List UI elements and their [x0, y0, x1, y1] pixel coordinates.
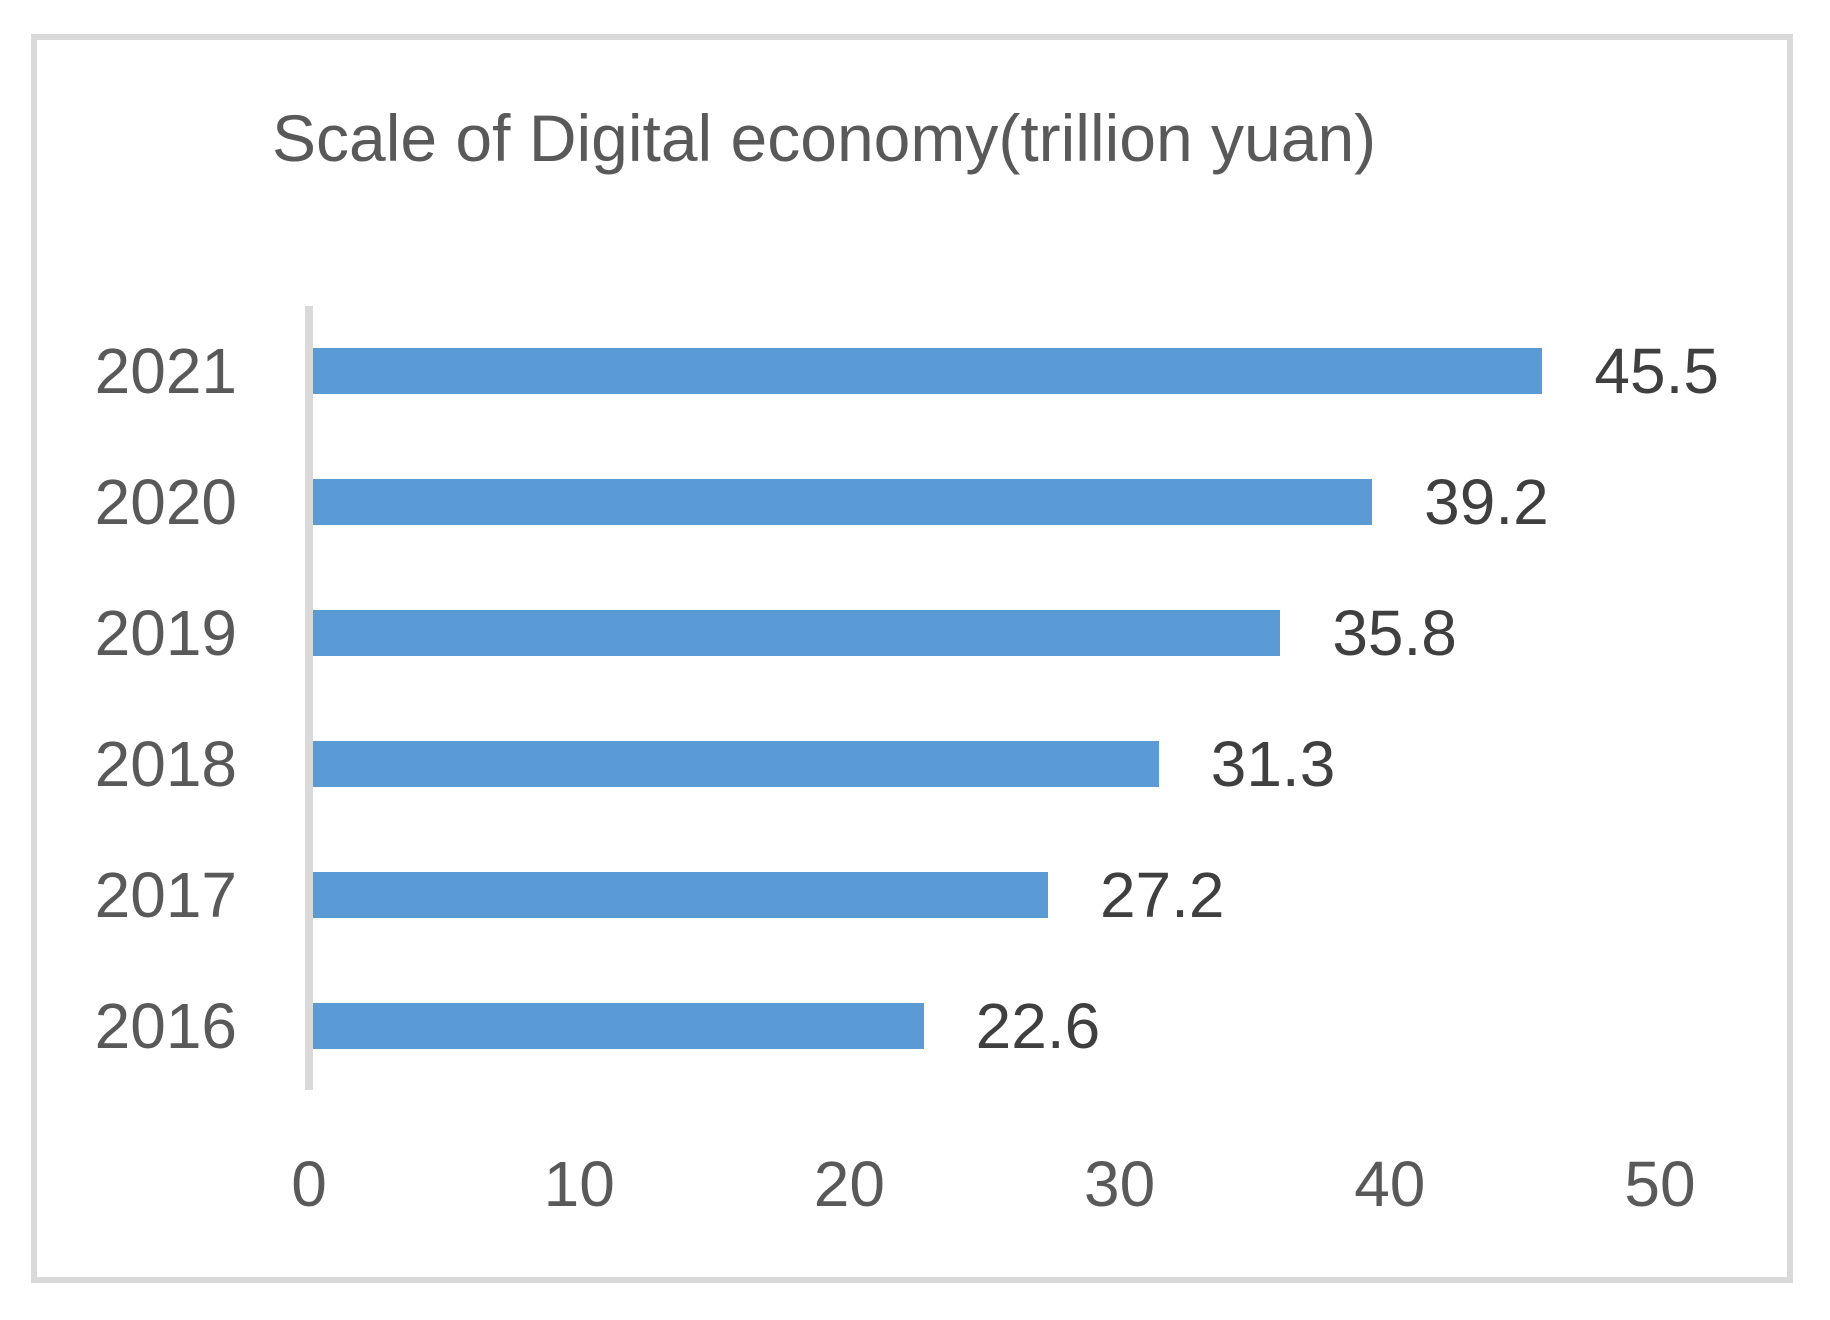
chart-frame [31, 34, 1793, 1283]
x-tick-label: 30 [1084, 1148, 1156, 1220]
bar-2019 [313, 610, 1281, 656]
category-label: 2018 [94, 728, 237, 800]
x-tick-label: 20 [813, 1148, 885, 1220]
bar-2021 [313, 348, 1543, 394]
category-label: 2019 [94, 597, 237, 669]
chart-title: Scale of Digital economy(trillion yuan) [272, 101, 1377, 175]
x-tick-label: 0 [291, 1148, 327, 1220]
bar-2020 [313, 479, 1373, 525]
x-tick-label: 40 [1354, 1148, 1426, 1220]
category-label: 2021 [94, 335, 237, 407]
bar-2016 [313, 1003, 924, 1049]
value-label: 45.5 [1594, 335, 1719, 407]
x-tick-label: 50 [1624, 1148, 1696, 1220]
category-label: 2020 [94, 466, 237, 538]
category-label: 2016 [94, 990, 237, 1062]
bar-2018 [313, 741, 1159, 787]
value-label: 39.2 [1424, 466, 1549, 538]
bar-2017 [313, 872, 1048, 918]
x-tick-label: 10 [543, 1148, 615, 1220]
category-label: 2017 [94, 859, 237, 931]
value-label: 35.8 [1332, 597, 1457, 669]
y-axis-line [305, 306, 313, 1090]
value-label: 27.2 [1099, 859, 1225, 931]
value-label: 22.6 [975, 990, 1101, 1062]
value-label: 31.3 [1210, 728, 1336, 800]
